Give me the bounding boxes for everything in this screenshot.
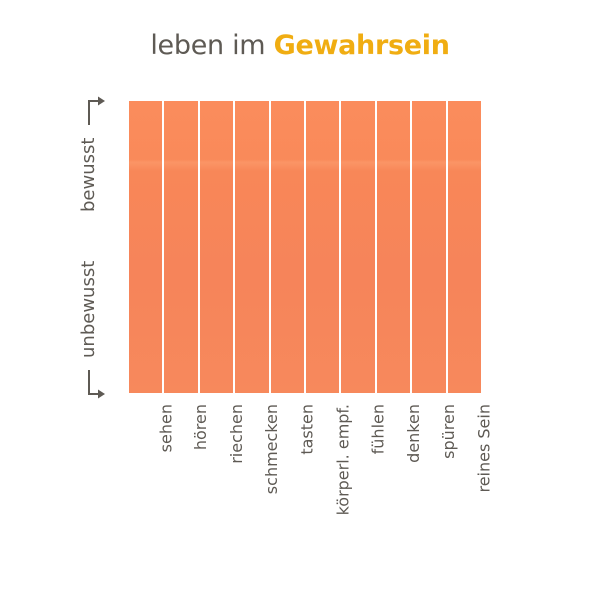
column-fuehlen: [341, 101, 375, 393]
column-label: spüren: [439, 404, 459, 459]
column-label: tasten: [297, 404, 317, 455]
column-label: schmecken: [262, 404, 282, 495]
title-accent: Gewahrsein: [273, 30, 450, 61]
axis-label-unbewusst: unbewusst: [78, 260, 99, 358]
column-koerperl-empf: [306, 101, 340, 393]
arrow-down-right-icon: [88, 370, 105, 399]
column-spueren: [412, 101, 446, 393]
column-label: denken: [403, 404, 423, 463]
column-label: körperl. empf.: [333, 404, 352, 516]
column-hoeren: [164, 101, 198, 393]
column-grid: [129, 101, 482, 393]
diagram-title: leben im Gewahrsein: [0, 30, 600, 61]
column-schmecken: [235, 101, 269, 393]
arrow-up-right-icon: [88, 96, 105, 125]
column-label: sehen: [156, 404, 175, 453]
column-sehen: [129, 101, 163, 393]
column-label: reines Sein: [474, 404, 494, 493]
column-label: hören: [191, 404, 211, 451]
title-prefix: leben im: [150, 30, 274, 61]
column-label: fühlen: [368, 404, 388, 455]
column-denken: [376, 101, 411, 393]
column-reines-sein: [447, 101, 482, 393]
column-tasten: [270, 101, 305, 393]
column-label: riechen: [226, 404, 246, 464]
column-riechen: [199, 101, 234, 393]
axis-label-bewusst: bewusst: [78, 137, 99, 212]
